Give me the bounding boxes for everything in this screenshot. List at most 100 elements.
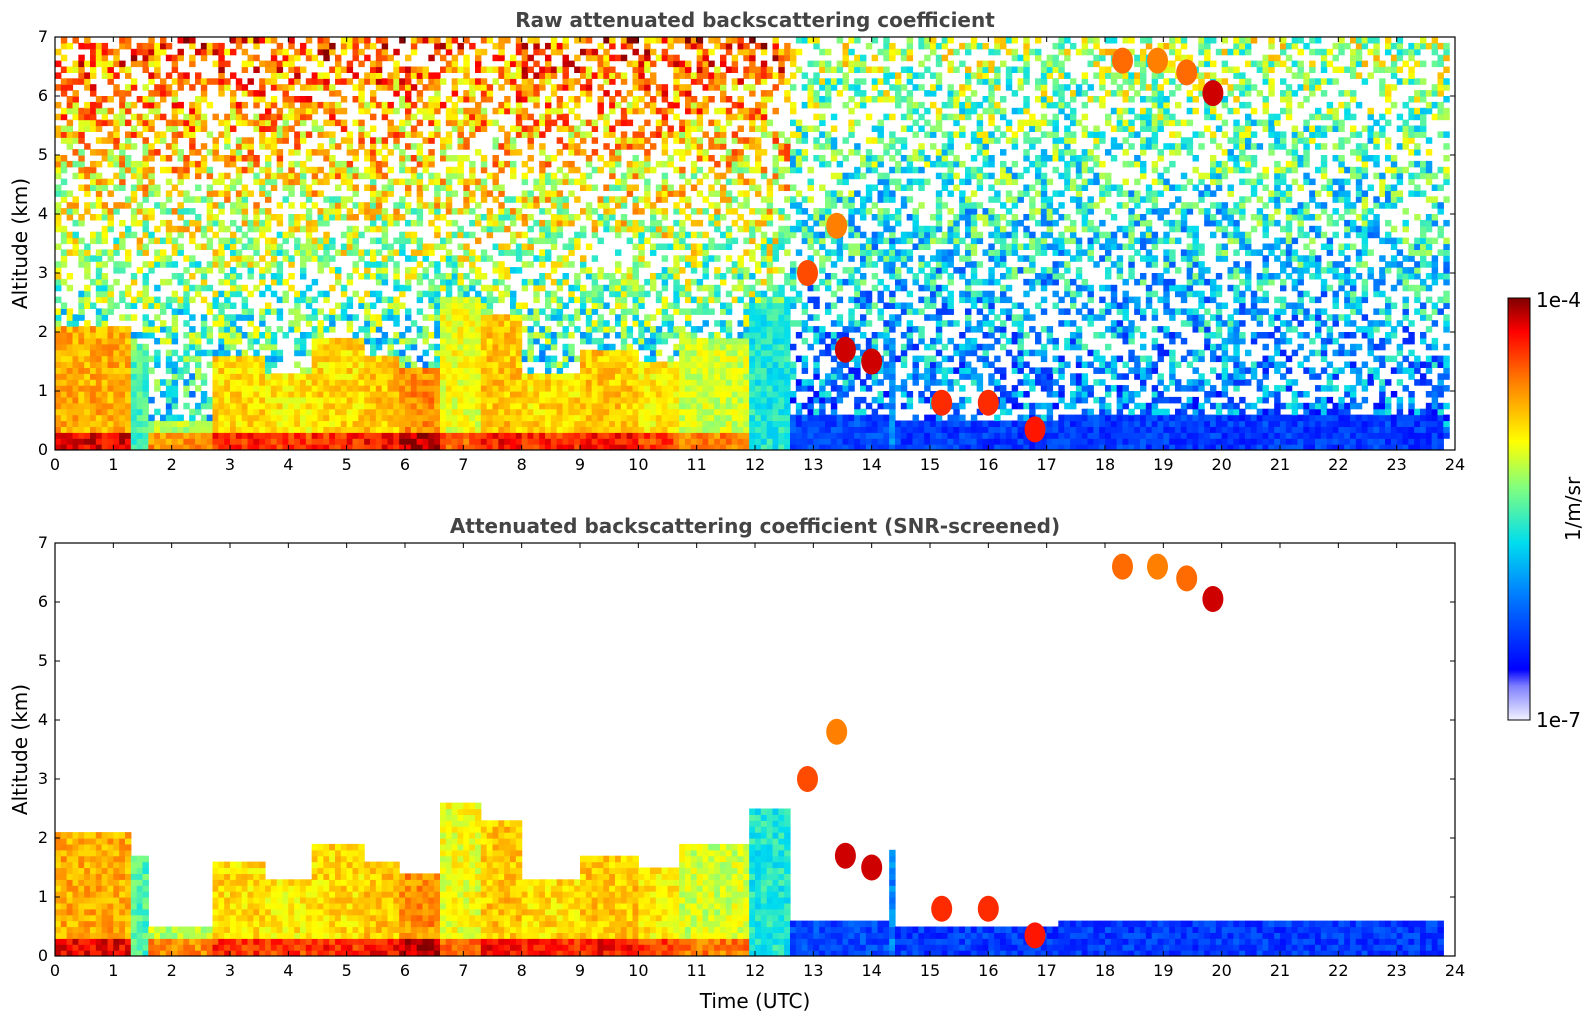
- heatmap-cell: [458, 362, 464, 369]
- heatmap-cell: [615, 367, 621, 374]
- heatmap-cell: [335, 438, 341, 445]
- heatmap-cell: [382, 143, 388, 150]
- heatmap-cell: [341, 421, 347, 428]
- heatmap-cell: [283, 173, 289, 180]
- heatmap-cell: [248, 226, 254, 233]
- heatmap-cell: [516, 338, 522, 345]
- heatmap-cell: [277, 403, 283, 410]
- heatmap-cell: [539, 49, 545, 56]
- heatmap-cell: [137, 415, 143, 422]
- heatmap-cell: [312, 120, 318, 127]
- heatmap-cell: [650, 350, 656, 357]
- heatmap-cell: [131, 332, 137, 339]
- heatmap-cell: [102, 379, 108, 386]
- heatmap-cell: [84, 126, 90, 133]
- heatmap-cell: [61, 373, 67, 380]
- heatmap-cell: [312, 350, 318, 357]
- heatmap-cell: [458, 155, 464, 162]
- heatmap-cell: [288, 61, 294, 68]
- heatmap-cell: [528, 397, 534, 404]
- heatmap-cell: [207, 338, 213, 345]
- heatmap-cell: [137, 409, 143, 416]
- heatmap-cell: [393, 126, 399, 133]
- heatmap-cell: [446, 261, 452, 268]
- heatmap-cell: [335, 409, 341, 416]
- heatmap-cell: [417, 385, 423, 392]
- heatmap-cell: [154, 90, 160, 97]
- heatmap-cell: [568, 149, 574, 156]
- heatmap-cell: [656, 291, 662, 298]
- heatmap-cell: [154, 379, 160, 386]
- heatmap-cell: [469, 403, 475, 410]
- heatmap-cell: [364, 326, 370, 333]
- heatmap-cell: [224, 49, 230, 56]
- heatmap-cell: [131, 167, 137, 174]
- heatmap-cell: [259, 78, 265, 85]
- heatmap-cell: [323, 403, 329, 410]
- heatmap-cell: [411, 155, 417, 162]
- heatmap-cell: [148, 96, 154, 103]
- heatmap-cell: [213, 137, 219, 144]
- heatmap-cell: [96, 373, 102, 380]
- heatmap-cell: [475, 214, 481, 221]
- heatmap-cell: [539, 185, 545, 192]
- heatmap-cell: [248, 409, 254, 416]
- heatmap-cell: [189, 232, 195, 239]
- heatmap-cell: [312, 356, 318, 363]
- heatmap-cell: [178, 131, 184, 138]
- heatmap-cell: [108, 285, 114, 292]
- heatmap-cell: [55, 426, 61, 433]
- heatmap-cell: [609, 326, 615, 333]
- heatmap-cell: [621, 120, 627, 127]
- heatmap-cell: [592, 232, 598, 239]
- heatmap-cell: [405, 426, 411, 433]
- heatmap-cell: [148, 120, 154, 127]
- heatmap-cell: [528, 190, 534, 197]
- heatmap-cell: [679, 385, 685, 392]
- heatmap-cell: [61, 55, 67, 62]
- heatmap-cell: [353, 362, 359, 369]
- heatmap-cell: [638, 379, 644, 386]
- heatmap-cell: [294, 303, 300, 310]
- heatmap-cell: [347, 432, 353, 439]
- heatmap-cell: [399, 415, 405, 422]
- heatmap-cell: [633, 438, 639, 445]
- heatmap-cell: [288, 78, 294, 85]
- heatmap-cell: [516, 214, 522, 221]
- heatmap-cell: [323, 415, 329, 422]
- heatmap-cell: [393, 49, 399, 56]
- heatmap-cell: [195, 196, 201, 203]
- heatmap-cell: [201, 415, 207, 422]
- heatmap-cell: [633, 397, 639, 404]
- heatmap-cell: [341, 338, 347, 345]
- heatmap-cell: [475, 67, 481, 74]
- heatmap-cell: [125, 143, 131, 150]
- heatmap-cell: [399, 96, 405, 103]
- heatmap-cell: [458, 320, 464, 327]
- heatmap-cell: [481, 273, 487, 280]
- heatmap-cell: [516, 326, 522, 333]
- heatmap-cell: [458, 244, 464, 251]
- heatmap-cell: [539, 332, 545, 339]
- heatmap-cell: [224, 126, 230, 133]
- heatmap-cell: [370, 102, 376, 109]
- heatmap-cell: [498, 356, 504, 363]
- heatmap-cell: [487, 303, 493, 310]
- heatmap-cell: [277, 273, 283, 280]
- heatmap-cell: [160, 308, 166, 315]
- heatmap-cell: [656, 244, 662, 251]
- heatmap-cell: [178, 308, 184, 315]
- heatmap-cell: [323, 108, 329, 115]
- heatmap-cell: [61, 350, 67, 357]
- heatmap-cell: [265, 409, 271, 416]
- heatmap-cell: [61, 226, 67, 233]
- heatmap-cell: [685, 367, 691, 374]
- heatmap-cell: [621, 332, 627, 339]
- heatmap-cell: [423, 249, 429, 256]
- heatmap-cell: [615, 403, 621, 410]
- heatmap-cell: [78, 261, 84, 268]
- heatmap-cell: [178, 249, 184, 256]
- heatmap-cell: [528, 391, 534, 398]
- heatmap-cell: [504, 137, 510, 144]
- heatmap-cell: [393, 421, 399, 428]
